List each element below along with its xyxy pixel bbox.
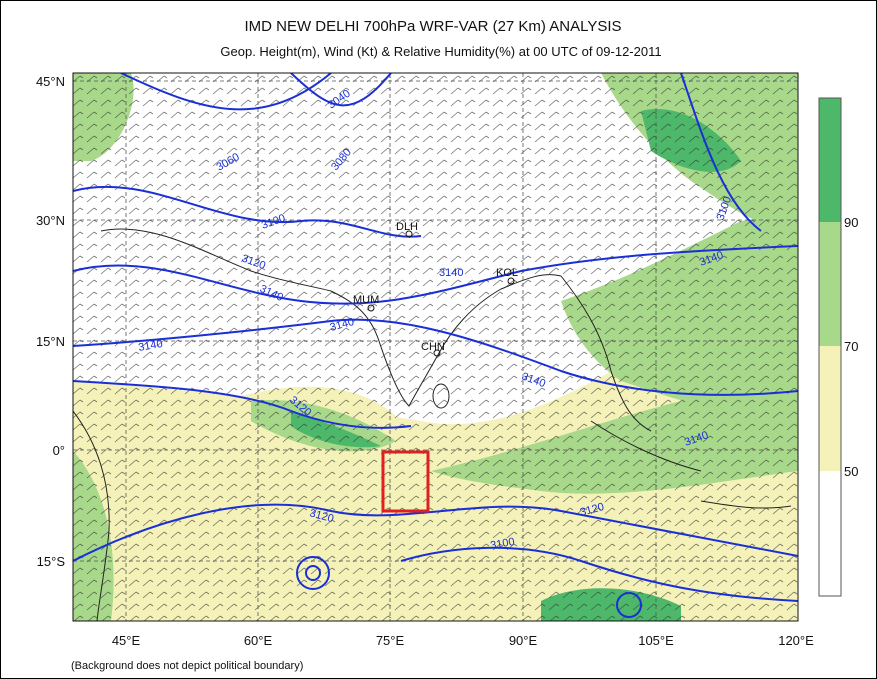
lat-label: 15°S: [37, 554, 66, 569]
height-contour: [400, 546, 798, 602]
coastline: [330, 274, 562, 407]
height-contour: [120, 73, 332, 111]
map-frame: [72, 72, 799, 622]
coastline: [73, 410, 110, 621]
lat-label: 0°: [53, 443, 65, 458]
height-contour: [73, 185, 422, 238]
contour-label: 3140: [439, 267, 463, 279]
height-contour: [73, 380, 412, 429]
coastline: [432, 383, 450, 409]
footnote: (Background does not depict political bo…: [71, 660, 303, 672]
colorbar-label: 50: [844, 464, 858, 479]
colorbar-label: 90: [844, 215, 858, 230]
station-label: KOL: [496, 267, 518, 279]
contour-label: 3100: [489, 536, 515, 552]
map-area: 3040 3060 3080 3100 3120 3140 3140 3140 …: [73, 73, 798, 621]
wind-barbs: [73, 73, 798, 621]
station-label: MUM: [353, 294, 379, 306]
station-label: CHN: [421, 341, 445, 353]
title: IMD NEW DELHI 700hPa WRF-VAR (27 Km) ANA…: [244, 18, 621, 35]
colorbar-frame: [818, 97, 842, 597]
subtitle: Geop. Height(m), Wind (Kt) & Relative Hu…: [220, 44, 661, 59]
height-contour: [73, 503, 798, 562]
lon-label: 90°E: [509, 633, 538, 648]
height-contour: [73, 245, 798, 305]
station-label: DLH: [396, 221, 418, 233]
station-marker: [405, 230, 413, 238]
contour-label: 3140: [137, 338, 163, 354]
colorbar-segment: [819, 98, 841, 222]
height-contour: [616, 592, 642, 618]
colorbar-segment: [819, 222, 841, 346]
lon-label: 60°E: [244, 633, 273, 648]
station-marker: [507, 277, 515, 285]
lat-label: 15°N: [36, 334, 65, 349]
coastline: [100, 228, 332, 292]
station-marker: [433, 349, 441, 357]
height-contour: [290, 73, 392, 107]
station-marker: [367, 304, 375, 312]
lat-label: 30°N: [36, 213, 65, 228]
coastline: [590, 420, 792, 509]
lon-label: 105°E: [638, 633, 674, 648]
lon-label: 120°E: [778, 633, 814, 648]
lon-label: 75°E: [376, 633, 405, 648]
colorbar-segment: [819, 471, 841, 596]
lat-label: 45°N: [36, 74, 65, 89]
height-contour: [73, 318, 798, 396]
height-contour: [305, 565, 321, 581]
height-contour: [296, 556, 330, 590]
colorbar-segment: [819, 346, 841, 471]
height-contour: [680, 73, 762, 232]
highlight-box: [381, 450, 430, 513]
colorbar-label: 70: [844, 339, 858, 354]
lon-label: 45°E: [112, 633, 141, 648]
coastline: [560, 275, 652, 432]
